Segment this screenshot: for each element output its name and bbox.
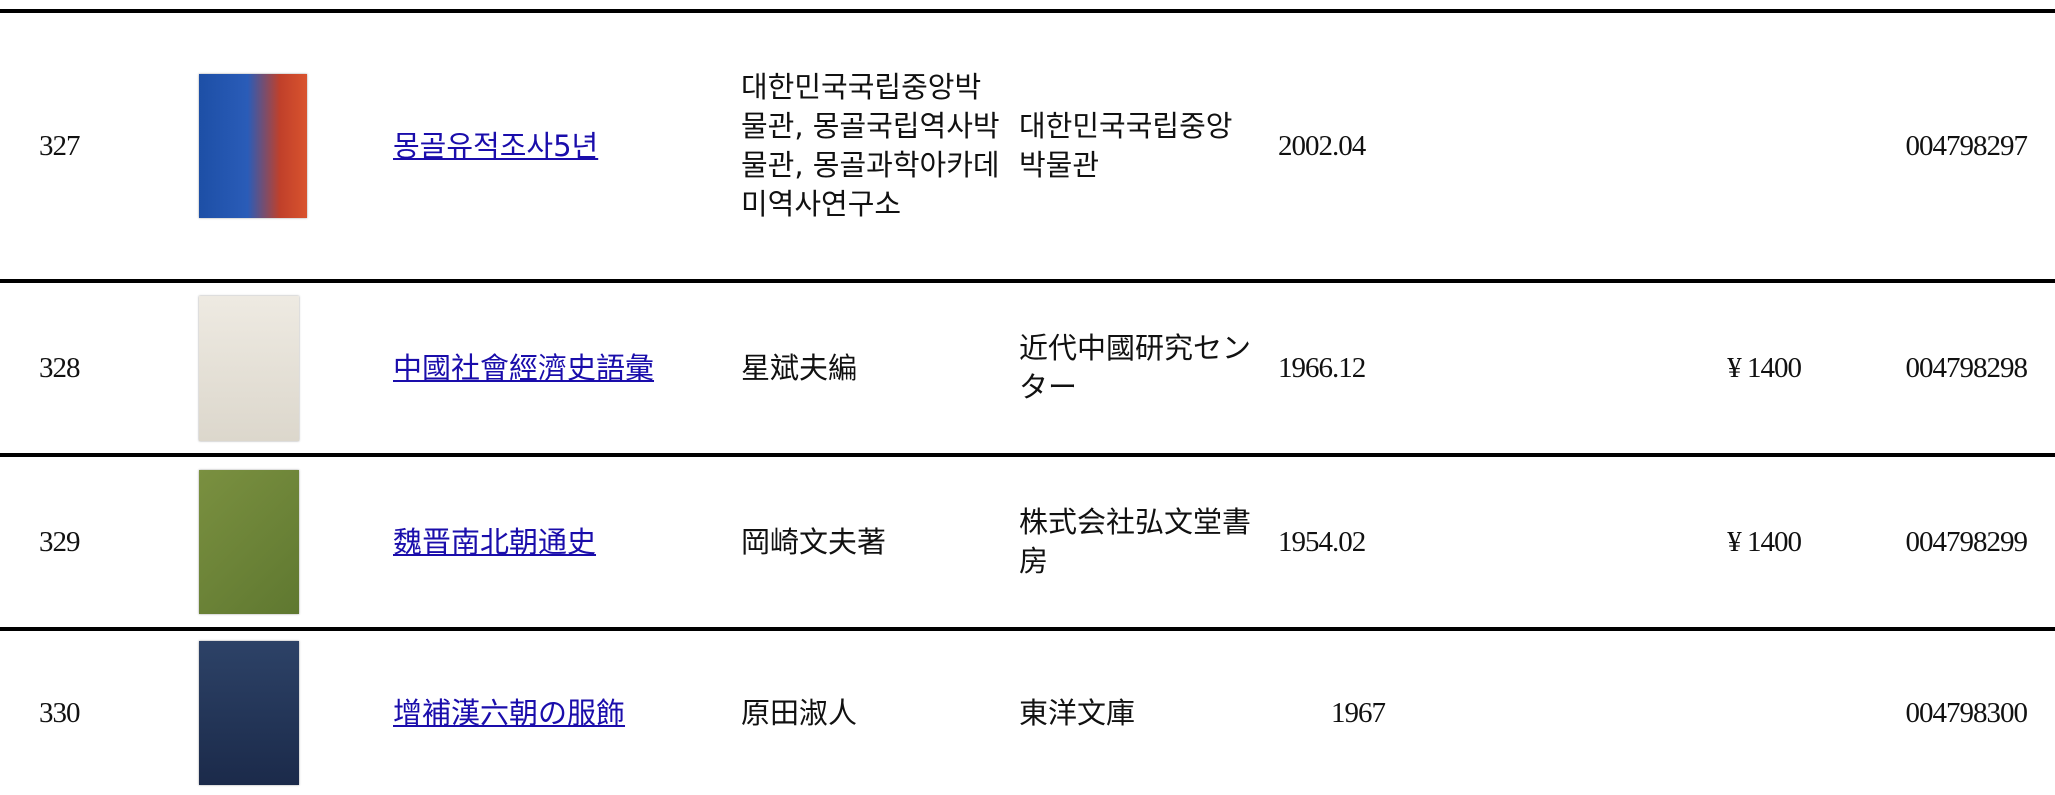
row-number: 328	[39, 351, 80, 384]
book-cover	[199, 295, 299, 441]
row-number-cell: 327	[39, 13, 159, 279]
book-author: 대한민국국립중앙박물관, 몽골국립역사박물관, 몽골과학아카데미역사연구소	[741, 70, 1000, 221]
publish-date: 1967	[1331, 696, 1386, 729]
book-publisher-cell: 東洋文庫	[1019, 631, 1259, 795]
book-title-cell: 魏晋南北朝通史	[393, 457, 723, 627]
book-id-cell: 004798297	[1860, 13, 2028, 279]
book-author: 原田淑人	[741, 695, 858, 730]
book-id-cell: 004798298	[1860, 283, 2028, 453]
book-publisher-cell: 近代中國研究センター	[1019, 283, 1259, 453]
book-id: 004798299	[1905, 525, 2028, 558]
book-author-cell: 岡崎文夫著	[741, 457, 1003, 627]
book-title-cell: 增補漢六朝の服飾	[393, 631, 723, 795]
book-price: ¥ 1400	[1727, 525, 1802, 558]
publish-date-cell: 1966.12	[1278, 283, 1438, 453]
row-number-cell: 330	[39, 631, 159, 795]
book-title[interactable]: 增補漢六朝の服飾	[393, 695, 626, 730]
book-publisher: 대한민국국립중앙박물관	[1019, 109, 1233, 182]
table-row: 328 中國社會經濟史語彙 星斌夫編 近代中國研究センター 1966.12 ¥ 1400 0…	[0, 279, 2055, 453]
book-author: 岡崎文夫著	[741, 524, 887, 559]
book-title[interactable]: 中國社會經濟史語彙	[393, 350, 655, 385]
book-publisher: 株式会社弘文堂書房	[1019, 505, 1252, 578]
book-price-cell: ¥ 1400	[1640, 457, 1802, 627]
publish-date: 2002.04	[1278, 129, 1366, 162]
publish-date-cell: 1967	[1278, 631, 1438, 795]
table-row: 327 몽골유적조사5년 대한민국국립중앙박물관, 몽골국립역사박물관, 몽골과학아…	[0, 9, 2055, 279]
row-number-cell: 329	[39, 457, 159, 627]
book-title[interactable]: 몽골유적조사5년	[393, 128, 599, 163]
book-author-cell: 대한민국국립중앙박물관, 몽골국립역사박물관, 몽골과학아카데미역사연구소	[741, 13, 1003, 279]
book-publisher: 近代中國研究センター	[1019, 331, 1252, 404]
book-id-cell: 004798300	[1860, 631, 2028, 795]
book-cover	[199, 641, 299, 785]
row-number: 329	[39, 525, 80, 558]
book-price: ¥ 1400	[1727, 351, 1802, 384]
book-id: 004798297	[1905, 129, 2028, 162]
row-number-cell: 328	[39, 283, 159, 453]
book-publisher: 東洋文庫	[1019, 695, 1136, 730]
book-cover	[199, 470, 299, 614]
book-title[interactable]: 魏晋南北朝通史	[393, 524, 597, 559]
book-id: 004798300	[1905, 696, 2028, 729]
publish-date: 1954.02	[1278, 525, 1366, 558]
book-id: 004798298	[1905, 351, 2028, 384]
book-title-cell: 몽골유적조사5년	[393, 13, 723, 279]
book-cover	[199, 74, 307, 218]
book-id-cell: 004798299	[1860, 457, 2028, 627]
row-number: 327	[39, 129, 80, 162]
publish-date: 1966.12	[1278, 351, 1366, 384]
table-row: 330 增補漢六朝の服飾 原田淑人 東洋文庫 1967 004798300	[0, 627, 2055, 795]
book-author-cell: 原田淑人	[741, 631, 1003, 795]
row-number: 330	[39, 696, 80, 729]
publish-date-cell: 2002.04	[1278, 13, 1438, 279]
book-author-cell: 星斌夫編	[741, 283, 1003, 453]
table-row: 329 魏晋南北朝通史 岡崎文夫著 株式会社弘文堂書房 1954.02 ¥ 1400 004…	[0, 453, 2055, 627]
book-price-cell: ¥ 1400	[1640, 283, 1802, 453]
book-publisher-cell: 대한민국국립중앙박물관	[1019, 13, 1259, 279]
book-author: 星斌夫編	[741, 350, 858, 385]
book-title-cell: 中國社會經濟史語彙	[393, 283, 723, 453]
publish-date-cell: 1954.02	[1278, 457, 1438, 627]
book-publisher-cell: 株式会社弘文堂書房	[1019, 457, 1259, 627]
